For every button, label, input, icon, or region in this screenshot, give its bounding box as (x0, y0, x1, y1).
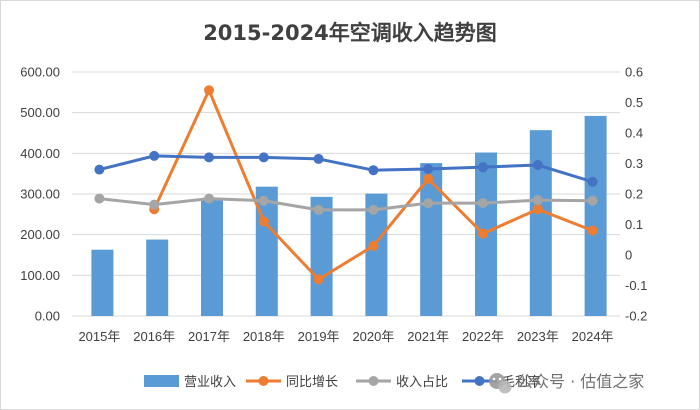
left-tick-label: 500.00 (20, 105, 60, 120)
right-tick-label: 0.1 (625, 217, 643, 232)
data-point (423, 163, 434, 174)
legend-item: 同比增长 (246, 375, 338, 390)
left-tick-label: 200.00 (20, 227, 60, 242)
x-tick-label: 2019年 (298, 329, 340, 344)
data-point (204, 193, 214, 204)
x-tick-label: 2018年 (243, 329, 285, 344)
right-tick-label: 0.6 (625, 65, 643, 80)
legend-item: 营业收入 (144, 375, 236, 390)
left-tick-label: 300.00 (20, 187, 60, 202)
data-point (532, 204, 543, 215)
bar (310, 196, 333, 316)
x-tick-label: 2020年 (352, 329, 394, 344)
watermark-text: 公众号 · 估值之家 (517, 372, 644, 391)
watermark: 公众号 · 估值之家 (489, 372, 644, 394)
data-point (423, 198, 434, 209)
right-tick-label: 0 (625, 248, 632, 263)
right-tick-label: 0.5 (625, 95, 643, 110)
line-series-group (94, 193, 598, 215)
legend-marker (474, 376, 485, 386)
data-point (368, 204, 379, 215)
legend-marker (258, 376, 269, 386)
legend: 营业收入 同比增长 收入占比 毛利率 (144, 374, 541, 390)
data-point (94, 193, 105, 204)
right-tick-label: -0.1 (625, 278, 647, 293)
left-axis: 0.00 100.00 200.00 300.00 400.00 500.00 600.00 (20, 65, 60, 324)
x-tick-label: 2021年 (407, 329, 449, 344)
data-point (258, 216, 269, 227)
bar (201, 198, 223, 316)
data-point (313, 274, 324, 285)
x-axis: 2015年 2016年 2017年 2018年 2019年 2020年 2021年 2022年… (78, 329, 613, 344)
right-tick-label: -0.2 (625, 309, 647, 324)
line-series (94, 85, 598, 285)
data-point (587, 195, 598, 206)
left-tick-label: 100.00 (20, 268, 60, 283)
data-point (204, 152, 214, 163)
line-series-group (94, 150, 598, 187)
data-point (313, 153, 324, 164)
data-point (368, 240, 379, 251)
x-tick-label: 2015年 (78, 329, 120, 344)
data-point (368, 165, 379, 176)
data-point (587, 176, 598, 187)
x-tick-label: 2023年 (517, 329, 559, 344)
legend-label: 收入占比 (396, 375, 448, 390)
data-point (204, 85, 214, 96)
legend-item: 毛利率 (462, 374, 541, 390)
legend-marker (368, 376, 379, 386)
data-point (258, 195, 269, 206)
x-tick-label: 2024年 (572, 329, 614, 344)
data-point (532, 195, 543, 206)
right-axis: -0.2 -0.1 0 0.1 0.2 0.3 0.4 0.5 0.6 (625, 65, 647, 324)
data-point (423, 173, 434, 184)
legend-label: 毛利率 (502, 374, 541, 390)
bar (365, 193, 388, 316)
legend-label: 营业收入 (184, 375, 236, 390)
legend-item: 收入占比 (356, 375, 448, 390)
x-tick-label: 2016年 (133, 329, 175, 344)
left-tick-label: 400.00 (20, 146, 60, 161)
data-point (258, 152, 269, 163)
bar (529, 130, 552, 316)
legend-label: 同比增长 (286, 375, 338, 390)
data-point (149, 150, 160, 161)
bar (584, 115, 607, 316)
data-point (313, 204, 324, 215)
right-tick-label: 0.2 (625, 187, 643, 202)
data-point (149, 199, 160, 210)
data-point (587, 225, 598, 236)
bar (146, 239, 169, 316)
wechat-icon (489, 373, 512, 394)
left-tick-label: 600.00 (20, 65, 60, 80)
left-tick-label: 0.00 (35, 309, 60, 324)
legend-swatch (144, 375, 179, 387)
x-tick-label: 2022年 (462, 329, 504, 344)
right-tick-label: 0.3 (625, 156, 643, 171)
series-line (99, 197, 593, 212)
bar (255, 186, 278, 316)
data-point (478, 228, 488, 239)
x-tick-label: 2017年 (188, 329, 230, 344)
data-point (478, 198, 488, 209)
data-point (94, 164, 105, 175)
chart-title: 2015-2024年空调收入趋势图 (203, 21, 497, 45)
data-point (478, 162, 488, 173)
series-line (99, 154, 594, 184)
right-tick-label: 0.4 (625, 126, 643, 141)
data-point (532, 160, 543, 171)
bar-series (91, 115, 607, 316)
bar (91, 249, 114, 316)
